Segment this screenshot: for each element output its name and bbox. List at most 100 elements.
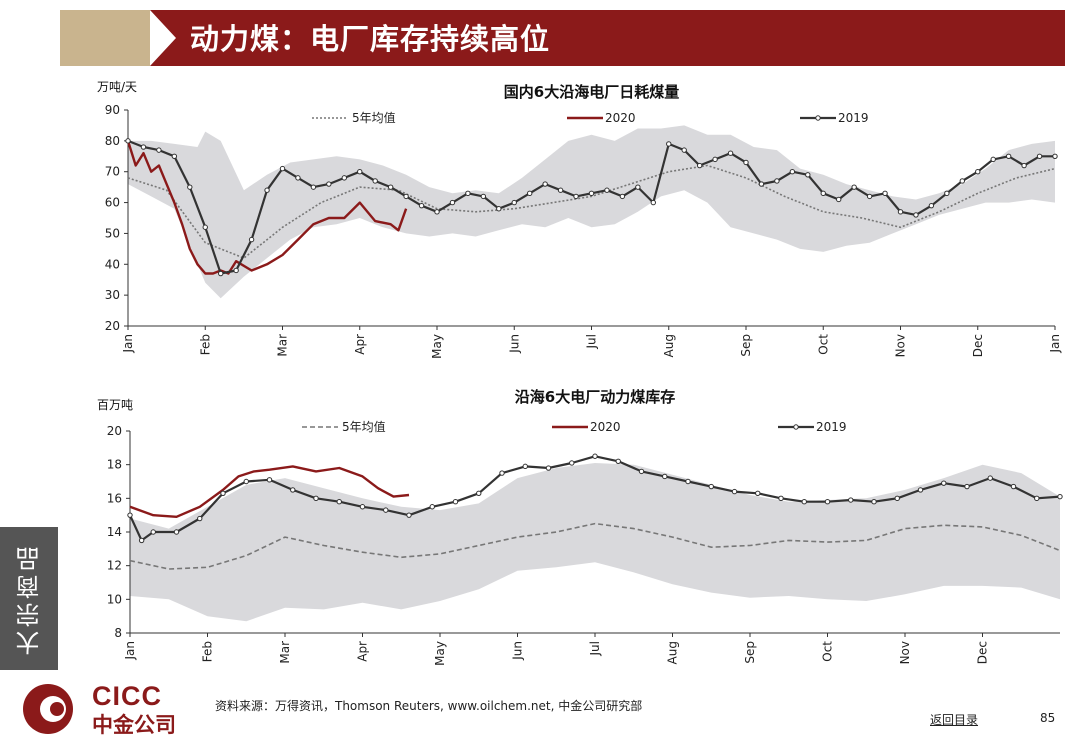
y-tick-label: 80	[105, 134, 120, 148]
data-point-2019	[573, 193, 579, 200]
y-tick-label: 18	[107, 458, 122, 472]
data-point-2019	[140, 144, 147, 150]
legend-label: 2020	[605, 111, 636, 125]
data-point-2019	[897, 209, 904, 215]
data-point-2019	[851, 184, 857, 190]
data-point-2019	[836, 196, 842, 203]
cicc-logo-icon	[23, 684, 73, 734]
data-point-2019	[313, 495, 319, 502]
data-point-2019	[975, 169, 981, 175]
x-tick-label: Feb	[198, 334, 212, 355]
y-tick-label: 40	[105, 257, 120, 271]
data-point-2019	[290, 487, 296, 493]
y-tick-label: 20	[105, 319, 120, 333]
data-point-2019	[1036, 153, 1043, 159]
y-tick-label: 16	[107, 491, 122, 505]
data-point-2019	[266, 477, 273, 483]
x-tick-label: Jun	[507, 334, 521, 354]
data-point-2019	[824, 499, 831, 505]
data-point-2019	[801, 499, 807, 505]
data-point-2019	[187, 184, 193, 190]
data-point-2019	[990, 156, 996, 163]
x-tick-label: Mar	[278, 641, 292, 664]
series-line-2019	[129, 455, 1061, 542]
section-tab[interactable]: 大宗商品	[0, 527, 58, 670]
data-point-2019	[202, 224, 208, 230]
data-point-2019	[545, 465, 552, 471]
y-tick-label: 12	[107, 559, 122, 573]
data-point-2019	[666, 141, 672, 147]
data-point-2019	[964, 483, 970, 490]
y-tick-label: 50	[105, 226, 120, 240]
data-point-2019	[1005, 153, 1012, 159]
data-point-2019	[171, 153, 178, 159]
data-point-2019	[434, 209, 440, 215]
data-point-2019	[1057, 493, 1063, 500]
data-point-2019	[805, 172, 811, 178]
data-point-2019	[403, 193, 409, 200]
data-point-2019	[357, 169, 363, 175]
x-tick-label: Apr	[353, 334, 367, 355]
x-tick-label: Sep	[739, 334, 753, 357]
data-point-2019	[604, 187, 610, 193]
data-point-2019	[712, 156, 718, 163]
data-point-2019	[279, 165, 286, 172]
data-point-2019	[743, 159, 749, 166]
x-tick-label: Aug	[666, 641, 680, 664]
data-point-2019	[264, 187, 270, 193]
data-point-2019	[755, 490, 761, 496]
x-tick-label: Dec	[971, 334, 985, 357]
x-tick-label: Aug	[662, 334, 676, 357]
data-point-2019	[127, 512, 133, 518]
range-band	[130, 463, 1060, 622]
data-point-2019	[913, 212, 919, 218]
legend-marker-2019	[815, 115, 821, 121]
data-point-2019	[871, 499, 877, 505]
data-point-2019	[592, 453, 598, 459]
y-tick-label: 14	[107, 525, 122, 539]
page-title: 动力煤：电厂库存持续高位	[190, 22, 551, 56]
y-tick-label: 8	[114, 626, 122, 640]
legend-label: 2020	[590, 420, 621, 434]
logo-text-cn: 中金公司	[92, 713, 176, 737]
x-tick-label: May	[430, 334, 444, 359]
data-point-2019	[638, 468, 645, 475]
source-note: 资料来源：万得资讯，Thomson Reuters, www.oilchem.n…	[215, 699, 643, 713]
legend-label: 2019	[816, 420, 847, 434]
back-to-contents-link[interactable]: 返回目录	[930, 713, 979, 727]
data-point-2019	[220, 490, 226, 496]
series-line-5年均值	[127, 164, 1056, 259]
data-point-2019	[774, 178, 780, 184]
data-point-2019	[778, 495, 784, 502]
data-point-2019	[310, 184, 317, 190]
data-point-2019	[150, 529, 156, 535]
legend-label: 5年均值	[342, 419, 386, 434]
y-axis-unit-label: 百万吨	[97, 398, 133, 412]
y-tick-label: 60	[105, 196, 120, 210]
data-point-2019	[987, 475, 993, 481]
header-banner	[150, 10, 1065, 66]
data-point-2019	[959, 178, 965, 184]
data-point-2019	[476, 490, 482, 496]
data-point-2019	[1021, 162, 1027, 169]
data-point-2019	[557, 187, 564, 193]
series-line-2020	[129, 465, 410, 519]
data-point-2019	[758, 181, 765, 187]
data-point-2019	[917, 487, 924, 493]
data-point-2019	[336, 499, 342, 505]
data-point-2019	[387, 184, 394, 190]
data-point-2019	[848, 497, 854, 503]
data-point-2019	[685, 478, 691, 485]
data-point-2019	[429, 504, 435, 510]
data-point-2019	[681, 147, 687, 153]
data-point-2019	[499, 470, 505, 476]
data-point-2019	[731, 488, 738, 495]
data-point-2019	[480, 193, 487, 200]
data-point-2019	[295, 175, 301, 181]
series-line-2020	[126, 140, 408, 275]
data-point-2019	[696, 162, 703, 169]
x-tick-label: Sep	[743, 641, 757, 664]
data-point-2019	[173, 529, 180, 535]
series-line-5年均值	[129, 522, 1061, 570]
